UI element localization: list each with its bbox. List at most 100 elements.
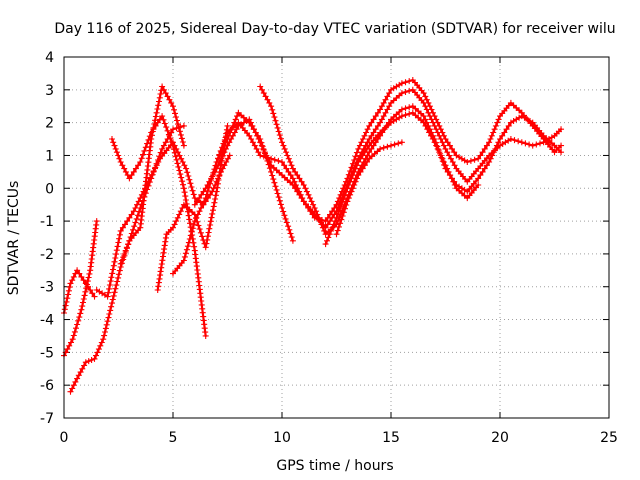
data-point bbox=[79, 365, 86, 372]
data-point bbox=[280, 142, 287, 149]
series-sat-1 bbox=[61, 267, 98, 316]
data-point bbox=[439, 139, 446, 146]
data-point bbox=[444, 149, 451, 156]
data-point bbox=[202, 185, 209, 192]
data-point bbox=[374, 109, 381, 116]
data-point bbox=[423, 96, 430, 103]
data-point bbox=[337, 203, 344, 210]
data-point bbox=[449, 159, 456, 165]
data-point bbox=[424, 126, 431, 133]
data-point bbox=[174, 160, 181, 167]
data-point bbox=[289, 237, 296, 244]
data-point bbox=[162, 238, 169, 245]
data-point bbox=[398, 113, 405, 120]
data-point bbox=[180, 142, 187, 149]
data-point bbox=[89, 290, 96, 297]
data-point bbox=[271, 156, 278, 163]
data-point bbox=[225, 132, 232, 139]
data-point bbox=[223, 159, 230, 165]
data-point bbox=[283, 149, 290, 156]
data-point bbox=[94, 349, 101, 356]
data-point bbox=[101, 332, 108, 339]
data-point bbox=[268, 103, 275, 110]
data-point bbox=[305, 191, 312, 198]
data-point bbox=[340, 196, 347, 203]
data-point bbox=[257, 83, 264, 90]
data-point bbox=[183, 246, 190, 253]
data-point bbox=[137, 159, 144, 165]
data-point bbox=[117, 227, 124, 234]
data-point bbox=[325, 234, 332, 241]
data-point bbox=[138, 155, 145, 162]
data-point bbox=[209, 210, 216, 217]
data-point bbox=[103, 321, 110, 328]
data-point bbox=[428, 116, 435, 123]
data-point bbox=[283, 165, 290, 172]
y-tick-label: -2 bbox=[40, 247, 54, 263]
data-point bbox=[398, 90, 405, 97]
data-point bbox=[249, 139, 256, 146]
data-point bbox=[155, 102, 162, 109]
data-point bbox=[140, 151, 146, 158]
data-point bbox=[275, 194, 282, 201]
data-point bbox=[434, 129, 441, 136]
data-point bbox=[380, 99, 387, 106]
data-point bbox=[487, 155, 494, 162]
data-point bbox=[338, 216, 345, 223]
data-point bbox=[348, 164, 355, 171]
data-point bbox=[336, 207, 343, 214]
data-point bbox=[93, 352, 99, 359]
data-point bbox=[113, 282, 120, 289]
data-point bbox=[259, 143, 266, 150]
data-point bbox=[107, 278, 114, 285]
data-point bbox=[296, 191, 303, 198]
data-point bbox=[269, 172, 276, 179]
data-point bbox=[426, 113, 433, 120]
data-point bbox=[67, 388, 74, 395]
data-point bbox=[198, 191, 205, 198]
data-point bbox=[384, 106, 391, 113]
data-point bbox=[97, 342, 104, 349]
data-point bbox=[229, 122, 236, 129]
data-point bbox=[273, 186, 280, 193]
data-point bbox=[342, 205, 348, 212]
data-point bbox=[178, 135, 185, 142]
data-point bbox=[277, 201, 284, 208]
data-point bbox=[159, 145, 166, 152]
data-point bbox=[173, 114, 179, 120]
data-point bbox=[183, 165, 190, 172]
data-point bbox=[66, 342, 73, 349]
data-point bbox=[330, 221, 337, 228]
data-point bbox=[533, 141, 540, 148]
data-point bbox=[288, 162, 295, 169]
data-point bbox=[317, 218, 324, 225]
data-point bbox=[333, 214, 340, 221]
y-tick-label: 1 bbox=[45, 148, 54, 164]
data-point bbox=[65, 291, 72, 298]
data-point bbox=[391, 141, 398, 148]
data-point bbox=[359, 165, 366, 172]
data-point bbox=[363, 129, 370, 136]
data-point bbox=[272, 117, 279, 124]
data-point bbox=[211, 168, 218, 175]
data-point bbox=[311, 205, 318, 211]
data-point bbox=[212, 196, 219, 202]
data-point bbox=[148, 136, 155, 142]
data-point bbox=[70, 332, 77, 339]
x-axis-label: GPS time / hours bbox=[276, 458, 393, 474]
data-point bbox=[334, 211, 341, 218]
data-point bbox=[444, 139, 451, 146]
data-point bbox=[111, 289, 118, 296]
data-point bbox=[361, 132, 368, 139]
data-point bbox=[109, 300, 115, 307]
data-point bbox=[210, 172, 216, 179]
data-point bbox=[187, 232, 194, 239]
data-point bbox=[149, 132, 155, 139]
data-point bbox=[276, 197, 283, 204]
data-point bbox=[74, 267, 81, 274]
data-point bbox=[227, 129, 234, 136]
data-point bbox=[75, 317, 82, 324]
data-point bbox=[255, 149, 262, 156]
data-point bbox=[279, 139, 285, 146]
data-point bbox=[172, 153, 179, 160]
